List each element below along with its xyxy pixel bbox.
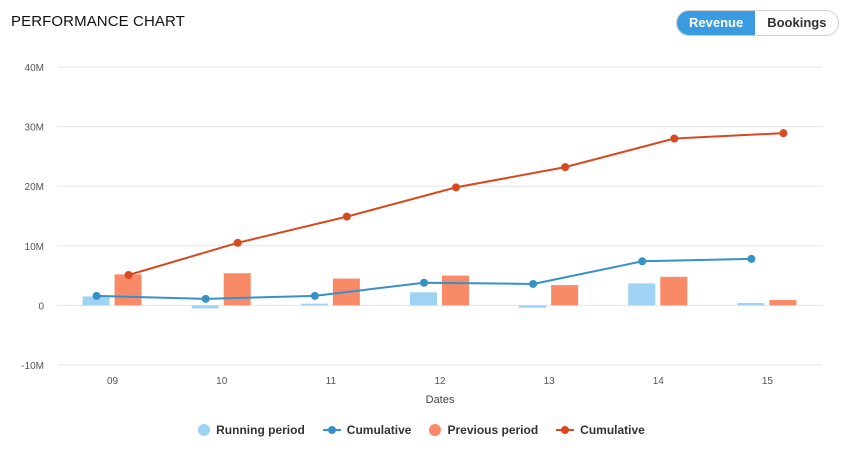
running-cumulative-point bbox=[638, 257, 647, 266]
legend-label-previous-cumulative: Cumulative bbox=[580, 423, 645, 437]
bar-running-period bbox=[737, 303, 765, 306]
bar-running-period bbox=[628, 283, 656, 306]
legend-label-running-period: Running period bbox=[216, 423, 305, 437]
bar-previous-period bbox=[769, 300, 797, 306]
x-tick-label: 13 bbox=[544, 376, 556, 387]
metric-toggle: Revenue Bookings bbox=[676, 10, 840, 36]
bar-running-period bbox=[82, 296, 110, 306]
y-tick-label: 10M bbox=[25, 242, 44, 253]
legend-label-running-cumulative: Cumulative bbox=[346, 423, 412, 437]
running-cumulative-point bbox=[747, 254, 756, 263]
x-tick-label: 12 bbox=[434, 376, 446, 387]
previous-cumulative-swatch bbox=[556, 424, 575, 436]
previous-cumulative-point bbox=[561, 163, 570, 172]
x-tick-label: 09 bbox=[107, 376, 119, 387]
bar-running-period bbox=[519, 305, 547, 308]
legend-label-previous-period: Previous period bbox=[447, 423, 539, 437]
previous-cumulative-point bbox=[452, 183, 460, 192]
previous-cumulative-point bbox=[779, 129, 788, 138]
running-cumulative-point bbox=[310, 291, 319, 300]
bar-running-period bbox=[191, 305, 219, 309]
bookings-toggle-button[interactable]: Bookings bbox=[755, 11, 839, 35]
bar-previous-period bbox=[223, 273, 251, 306]
bar-running-period bbox=[410, 292, 437, 306]
previous-cumulative-line bbox=[128, 132, 784, 276]
previous-cumulative-point bbox=[233, 238, 242, 247]
y-tick-label: -10M bbox=[21, 361, 44, 372]
previous-cumulative-point bbox=[670, 134, 679, 143]
legend-item-previous-period[interactable]: Previous period bbox=[429, 423, 538, 437]
running-cumulative-point bbox=[529, 279, 538, 288]
y-tick-label: 20M bbox=[25, 182, 44, 193]
running-cumulative-point bbox=[92, 291, 101, 300]
x-tick-label: 14 bbox=[653, 376, 665, 387]
previous-period-swatch bbox=[429, 424, 442, 436]
bar-previous-period bbox=[551, 285, 579, 306]
bar-running-period bbox=[300, 303, 328, 306]
x-axis-title: Dates bbox=[426, 394, 455, 406]
revenue-toggle-button[interactable]: Revenue bbox=[677, 11, 756, 35]
legend-item-previous-cumulative[interactable]: Cumulative bbox=[556, 423, 645, 437]
running-cumulative-point bbox=[201, 294, 210, 303]
previous-cumulative-point bbox=[124, 271, 133, 280]
y-tick-label: 40M bbox=[25, 63, 44, 74]
y-tick-label: 30M bbox=[25, 123, 44, 134]
chart-legend: Running period Cumulative Previous perio… bbox=[0, 423, 843, 437]
legend-item-running-period[interactable]: Running period bbox=[198, 423, 305, 437]
legend-item-running-cumulative[interactable]: Cumulative bbox=[322, 423, 412, 437]
x-tick-label: 11 bbox=[326, 376, 337, 387]
bar-previous-period bbox=[660, 276, 688, 306]
x-tick-label: 10 bbox=[216, 376, 228, 387]
running-cumulative-point bbox=[420, 278, 428, 287]
bar-previous-period bbox=[114, 274, 142, 306]
previous-cumulative-point bbox=[342, 212, 351, 221]
chart-title: PERFORMANCE CHART bbox=[11, 13, 185, 30]
y-tick-label: 0 bbox=[38, 301, 44, 312]
running-cumulative-swatch bbox=[322, 424, 341, 436]
running-period-swatch bbox=[198, 424, 211, 436]
performance-chart: -10M 0 10M 20M 30M 40M 09 10 11 12 13 14 15 Dates bbox=[21, 63, 822, 406]
x-tick-label: 15 bbox=[762, 376, 774, 387]
bar-previous-period bbox=[442, 275, 469, 306]
